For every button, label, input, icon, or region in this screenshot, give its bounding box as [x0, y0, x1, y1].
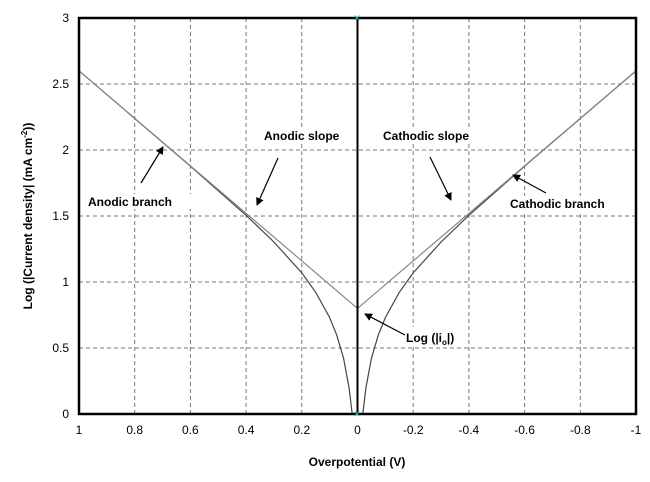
annotation-text: Cathodic slope — [383, 129, 469, 143]
plot-frame — [77, 16, 638, 416]
y-tick-label: 2.5 — [52, 77, 69, 91]
x-tick-label: -0.2 — [403, 423, 424, 437]
y-tick-label: 3 — [62, 11, 69, 25]
arrow — [364, 313, 406, 336]
annotation-log-io: Log (|io|) — [364, 313, 458, 347]
arrow — [140, 146, 164, 184]
y-tick-label: 2 — [62, 143, 69, 157]
x-tick-label: -0.6 — [514, 423, 535, 437]
arrow — [429, 156, 452, 201]
x-tick-label: 0.6 — [182, 423, 199, 437]
anodic-branch-line — [78, 70, 353, 415]
x-axis-label: Overpotential (V) — [309, 455, 406, 469]
x-tick-label: 1 — [76, 423, 83, 437]
anodic-slope-line — [78, 70, 358, 309]
y-tick-label: 1 — [62, 275, 69, 289]
cathodic-slope-line — [357, 70, 637, 309]
y-tick-label: 0.5 — [52, 341, 69, 355]
arrow — [256, 157, 279, 206]
x-tick-label: 0.8 — [126, 423, 143, 437]
x-tick-label: 0.4 — [238, 423, 255, 437]
annotation-text: Anodic slope — [264, 129, 340, 143]
x-tick-label: 0 — [354, 423, 361, 437]
y-tick-label: 1.5 — [52, 209, 69, 223]
annotation-text: Cathodic branch — [510, 197, 605, 211]
annotation-cathodic-branch: Cathodic branch — [508, 174, 618, 211]
x-tick-label: -0.4 — [459, 423, 480, 437]
x-tick-label: -1 — [631, 423, 642, 437]
svg-text:✕: ✕ — [353, 409, 361, 419]
x-tick-label: 0.2 — [293, 423, 310, 437]
arrow — [512, 174, 547, 194]
annotation-anodic-slope: Anodic slope — [256, 128, 350, 206]
tick-labels: 1 0.8 0.6 0.4 0.2 0 -0.2 -0.4 -0.6 -0.8 -1 0 0.5 1 1.5… — [52, 11, 641, 437]
y-axis-label: Log (|Current density| (mA cm-2)) — [20, 123, 35, 310]
x-tick-label: -0.8 — [570, 423, 591, 437]
series-group — [78, 70, 637, 415]
cathodic-branch-line — [362, 70, 637, 415]
annotation-text: Anodic branch — [88, 195, 172, 209]
annotation-cathodic-slope: Cathodic slope — [381, 128, 481, 201]
svg-text:✕: ✕ — [353, 13, 361, 23]
annotation-anodic-branch: Anodic branch — [86, 146, 210, 209]
cyan-markers: ✕ ✕ — [353, 13, 361, 419]
annotation-text: Log (|io|) — [406, 331, 454, 347]
y-tick-label: 0 — [62, 407, 69, 421]
